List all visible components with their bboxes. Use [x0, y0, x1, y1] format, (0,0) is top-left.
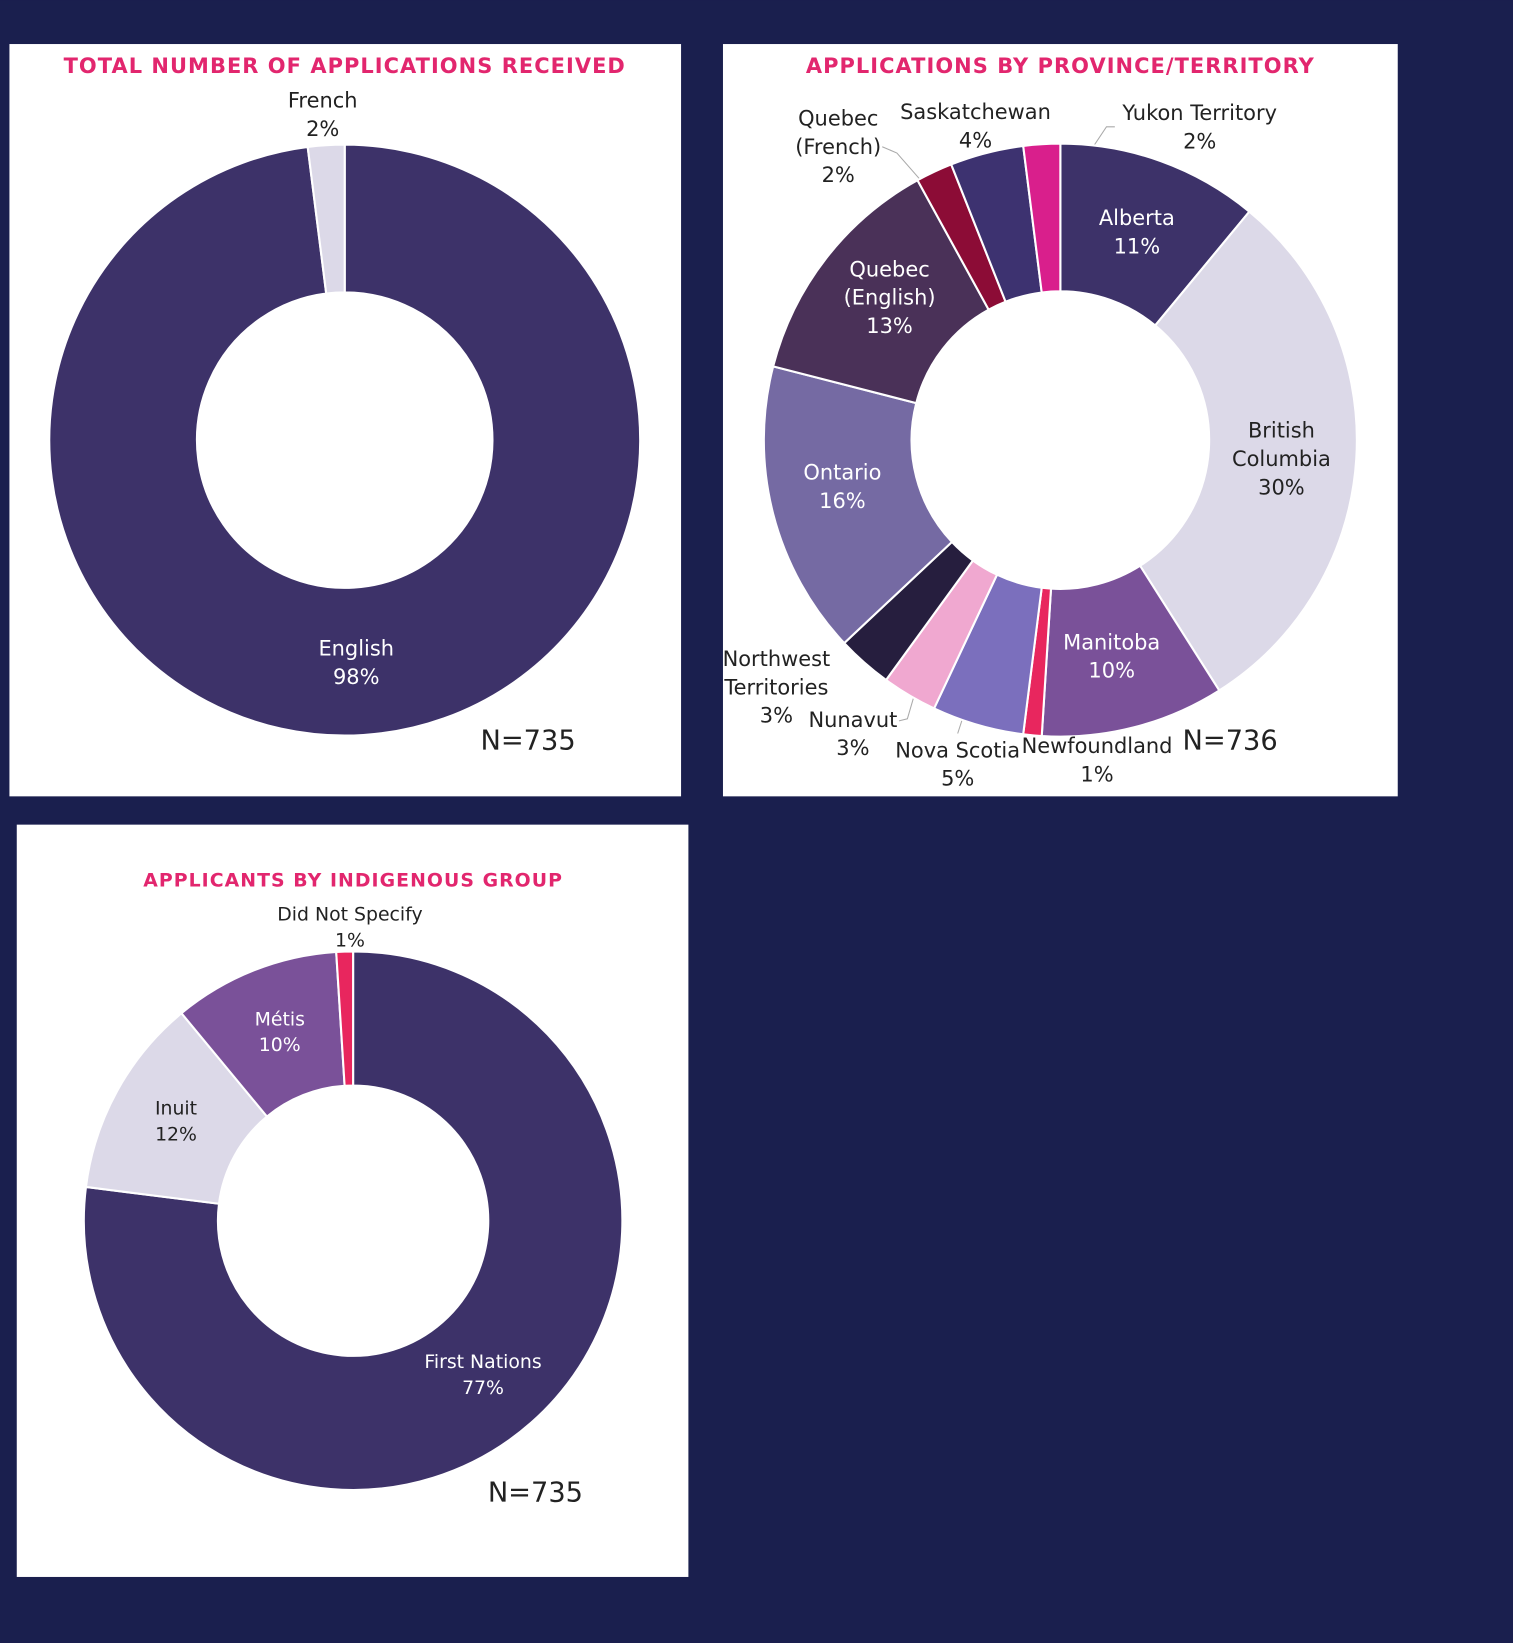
category-label: Did Not Specify: [277, 903, 422, 925]
category-label: British Columbia: [1232, 419, 1331, 471]
label-line: Did Not Specify: [277, 903, 422, 925]
slice: [771, 178, 991, 405]
label-line: Yukon Territory: [1121, 101, 1277, 125]
category-label: Inuit: [155, 1097, 197, 1119]
value-label: 1%: [335, 929, 365, 951]
label-line: First Nations: [424, 1351, 541, 1373]
annotation: N=735: [480, 725, 575, 756]
label-line: Quebec: [849, 257, 929, 281]
category-label: Nunavut: [808, 708, 897, 732]
value-label: 13%: [866, 314, 913, 338]
value-label: 4%: [959, 128, 992, 152]
value-label: 30%: [1258, 475, 1305, 499]
label-line: Inuit: [155, 1097, 197, 1119]
label-line: Territories: [723, 675, 828, 699]
category-label: Quebec (English): [844, 257, 936, 309]
category-label: First Nations: [424, 1351, 541, 1373]
slice: [48, 143, 642, 737]
label-line: Newfoundland: [1022, 734, 1173, 758]
slice: [1022, 142, 1062, 294]
slice: [762, 365, 954, 645]
value-label: 3%: [760, 704, 793, 728]
category-label: English: [318, 637, 394, 661]
slice: [1138, 210, 1358, 692]
label-line: Saskatchewan: [900, 100, 1051, 124]
label-line: English: [318, 637, 394, 661]
annotation: N=736: [1183, 725, 1278, 756]
category-label: Newfoundland: [1022, 734, 1173, 758]
chart-title: APPLICANTS BY INDIGENOUS GROUP: [143, 870, 563, 892]
value-label: 5%: [941, 767, 974, 791]
annotation: N=735: [488, 1478, 583, 1509]
label-line: (English): [844, 286, 936, 310]
category-label: Ontario: [803, 461, 881, 485]
category-label: Alberta: [1099, 206, 1175, 230]
value-label: 11%: [1114, 234, 1161, 258]
chart-title: APPLICATIONS BY PROVINCE/TERRITORY: [806, 54, 1315, 78]
label-line: Alberta: [1099, 206, 1175, 230]
label-line: French: [288, 89, 358, 113]
slice: [306, 143, 346, 295]
value-label: 16%: [819, 489, 866, 513]
label-line: Nova Scotia: [895, 738, 1020, 762]
category-label: French: [288, 89, 358, 113]
label-line: Manitoba: [1063, 630, 1160, 654]
label-line: Nunavut: [808, 708, 897, 732]
label-line: Columbia: [1232, 447, 1331, 471]
value-label: 10%: [259, 1034, 301, 1056]
slice: [82, 950, 624, 1491]
label-line: Ontario: [803, 461, 881, 485]
slice: [335, 950, 355, 1087]
value-label: 2%: [822, 163, 855, 187]
category-label: Saskatchewan: [900, 100, 1051, 124]
value-label: 1%: [1080, 762, 1113, 786]
label-line: Métis: [255, 1008, 305, 1030]
label-line: Northwest: [723, 647, 831, 671]
value-label: 2%: [306, 117, 339, 141]
value-label: 12%: [155, 1123, 197, 1145]
value-label: 2%: [1183, 130, 1216, 154]
value-label: 77%: [462, 1377, 504, 1399]
value-label: 3%: [836, 736, 869, 760]
value-label: 10%: [1088, 659, 1135, 683]
category-label: Nova Scotia: [895, 738, 1020, 762]
category-label: Métis: [255, 1008, 305, 1030]
value-label: 98%: [333, 665, 380, 689]
category-label: Northwest Territories: [723, 647, 831, 699]
label-line: Quebec: [798, 106, 878, 130]
category-label: Quebec (French): [795, 106, 881, 158]
category-label: Yukon Territory: [1121, 101, 1277, 125]
label-line: British: [1248, 419, 1315, 443]
category-label: Manitoba: [1063, 630, 1160, 654]
chart-title: TOTAL NUMBER OF APPLICATIONS RECEIVED: [64, 54, 626, 78]
label-line: (French): [795, 135, 881, 159]
